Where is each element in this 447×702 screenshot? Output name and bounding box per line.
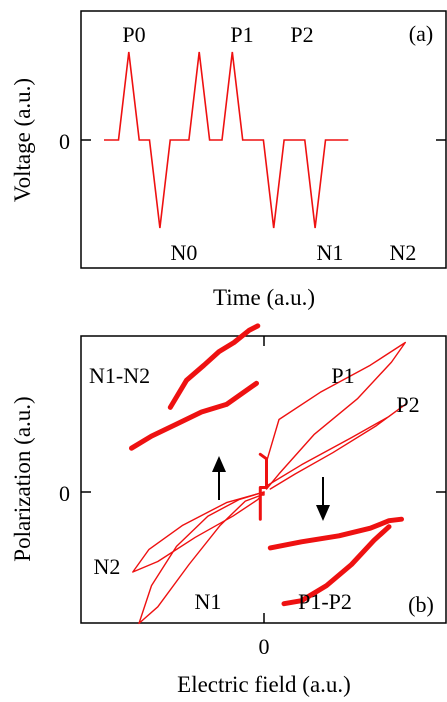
loop-p1 <box>265 341 406 490</box>
panel-b: 0 0 Polarization (a.u.) Electric field (… <box>10 323 447 697</box>
panel-a: 0 Voltage (a.u.) Time (a.u.) (a) P0 N0 P… <box>10 10 447 310</box>
panel-b-ylabel: Polarization (a.u.) <box>10 396 35 561</box>
label-N2: N2 <box>94 554 121 579</box>
loop-p2 <box>265 403 406 490</box>
voltage-trace <box>104 51 349 229</box>
panel-b-ytick-label: 0 <box>59 481 70 506</box>
loop-n1-n2 <box>129 380 259 451</box>
loop-n1-n2-upper <box>167 323 261 410</box>
label-P1: P1 <box>331 363 354 388</box>
annotation-N1: N1 <box>317 240 344 265</box>
label-P2: P2 <box>396 392 419 417</box>
panel-b-tag: (b) <box>408 592 434 617</box>
down-arrow <box>316 477 330 521</box>
hysteresis-loops <box>129 323 406 625</box>
annotation-P0: P0 <box>122 22 145 47</box>
panel-a-ylabel: Voltage (a.u.) <box>10 78 35 202</box>
label-N1: N1 <box>195 589 222 614</box>
panel-b-xtick-label: 0 <box>259 634 270 659</box>
annotation-N0: N0 <box>171 240 198 265</box>
panel-a-tag: (a) <box>409 21 433 46</box>
loop-p1-p2 <box>267 516 404 551</box>
panel-a-xlabel: Time (a.u.) <box>213 285 315 310</box>
panel-b-xlabel: Electric field (a.u.) <box>177 672 351 697</box>
annotation-P2: P2 <box>290 22 313 47</box>
annotation-N2: N2 <box>390 240 417 265</box>
label-N1-N2: N1-N2 <box>89 363 150 388</box>
annotation-P1: P1 <box>230 22 253 47</box>
loop-n2 <box>132 491 265 573</box>
loop-switching <box>258 452 268 521</box>
loop-p1-p2-lower <box>281 524 392 607</box>
label-P1-P2: P1-P2 <box>298 589 352 614</box>
up-arrow <box>212 456 226 500</box>
panel-a-ytick-label: 0 <box>59 129 70 154</box>
